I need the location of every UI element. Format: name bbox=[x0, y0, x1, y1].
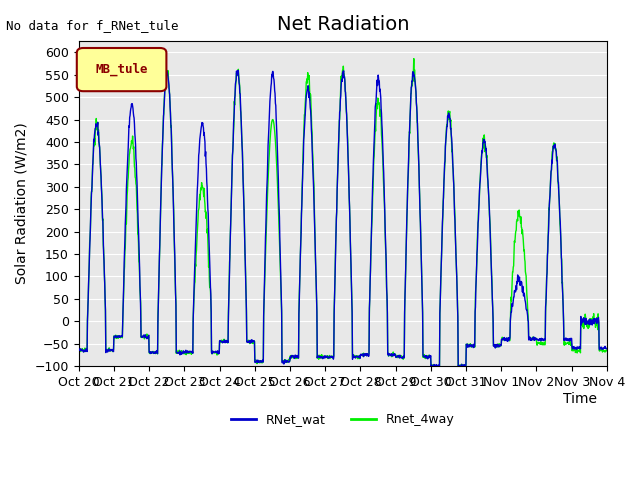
Title: Net Radiation: Net Radiation bbox=[276, 15, 409, 34]
Line: Rnet_4way: Rnet_4way bbox=[79, 59, 607, 369]
RNet_wat bbox=[603, 346, 611, 351]
X-axis label: Time: Time bbox=[563, 392, 598, 406]
RNet_wat bbox=[456, 365, 464, 371]
Rnet_4way bbox=[252, 360, 259, 365]
Rnet_4way bbox=[179, 349, 187, 355]
RNet_wat bbox=[252, 359, 259, 364]
Rnet_4way bbox=[494, 344, 502, 350]
RNet_wat bbox=[192, 224, 200, 230]
Rnet_4way bbox=[75, 347, 83, 353]
Y-axis label: Solar Radiation (W/m2): Solar Radiation (W/m2) bbox=[15, 123, 29, 284]
Text: MB_tule: MB_tule bbox=[95, 63, 148, 76]
RNet_wat bbox=[425, 355, 433, 360]
RNet_wat bbox=[179, 348, 187, 354]
Rnet_4way bbox=[410, 56, 418, 61]
Rnet_4way bbox=[541, 342, 548, 348]
Text: No data for f_RNet_tule: No data for f_RNet_tule bbox=[6, 19, 179, 32]
RNet_wat bbox=[234, 68, 242, 73]
Rnet_4way bbox=[603, 347, 611, 353]
Rnet_4way bbox=[192, 251, 200, 256]
Rnet_4way bbox=[428, 366, 435, 372]
Line: RNet_wat: RNet_wat bbox=[79, 71, 607, 368]
RNet_wat bbox=[75, 347, 83, 353]
RNet_wat bbox=[494, 342, 502, 348]
Rnet_4way bbox=[425, 352, 433, 358]
Legend: RNet_wat, Rnet_4way: RNet_wat, Rnet_4way bbox=[226, 408, 460, 431]
RNet_wat bbox=[541, 336, 548, 342]
